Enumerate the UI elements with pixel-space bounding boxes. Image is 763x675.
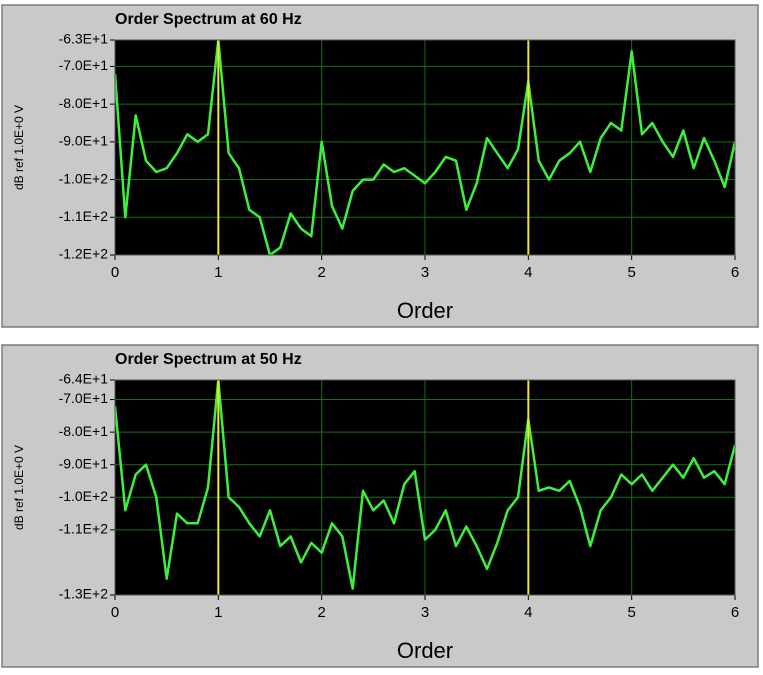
y-tick-label: -1.0E+2: [59, 488, 109, 504]
plot-border: [114, 379, 736, 596]
chart-title: Order Spectrum at 50 Hz: [115, 351, 302, 368]
x-tick-label: 3: [421, 264, 429, 281]
x-tick-label: 5: [627, 604, 635, 621]
chart-title: Order Spectrum at 60 Hz: [115, 11, 302, 28]
y-tick-label: -8.0E+1: [59, 423, 109, 439]
x-tick-label: 2: [317, 264, 325, 281]
x-tick-label: 5: [627, 264, 635, 281]
x-tick-label: 4: [524, 604, 532, 621]
x-axis-label: Order: [397, 638, 453, 663]
y-tick-label: -6.4E+1: [59, 371, 109, 387]
x-tick-label: 2: [317, 604, 325, 621]
y-tick-label: -6.3E+1: [59, 31, 109, 47]
x-axis-label: Order: [397, 298, 453, 323]
x-tick-label: 3: [421, 604, 429, 621]
y-tick-label: -7.0E+1: [59, 390, 109, 406]
plot-border: [114, 39, 736, 256]
x-tick-label: 4: [524, 264, 532, 281]
y-tick-label: -9.0E+1: [59, 133, 109, 149]
y-axis-label: dB ref 1.0E+0 V: [12, 105, 26, 190]
y-tick-label: -1.3E+2: [59, 586, 109, 602]
x-tick-label: 0: [111, 264, 119, 281]
y-tick-label: -8.0E+1: [59, 95, 109, 111]
y-tick-label: -9.0E+1: [59, 455, 109, 471]
y-tick-label: -7.0E+1: [59, 57, 109, 73]
x-tick-label: 0: [111, 604, 119, 621]
y-tick-label: -1.0E+2: [59, 170, 109, 186]
y-tick-label: -1.2E+2: [59, 246, 109, 262]
x-tick-label: 1: [214, 604, 222, 621]
x-tick-label: 1: [214, 264, 222, 281]
x-tick-label: 6: [731, 604, 739, 621]
y-axis-label: dB ref 1.0E+0 V: [12, 445, 26, 530]
y-tick-label: -1.1E+2: [59, 521, 109, 537]
x-tick-label: 6: [731, 264, 739, 281]
y-tick-label: -1.1E+2: [59, 208, 109, 224]
